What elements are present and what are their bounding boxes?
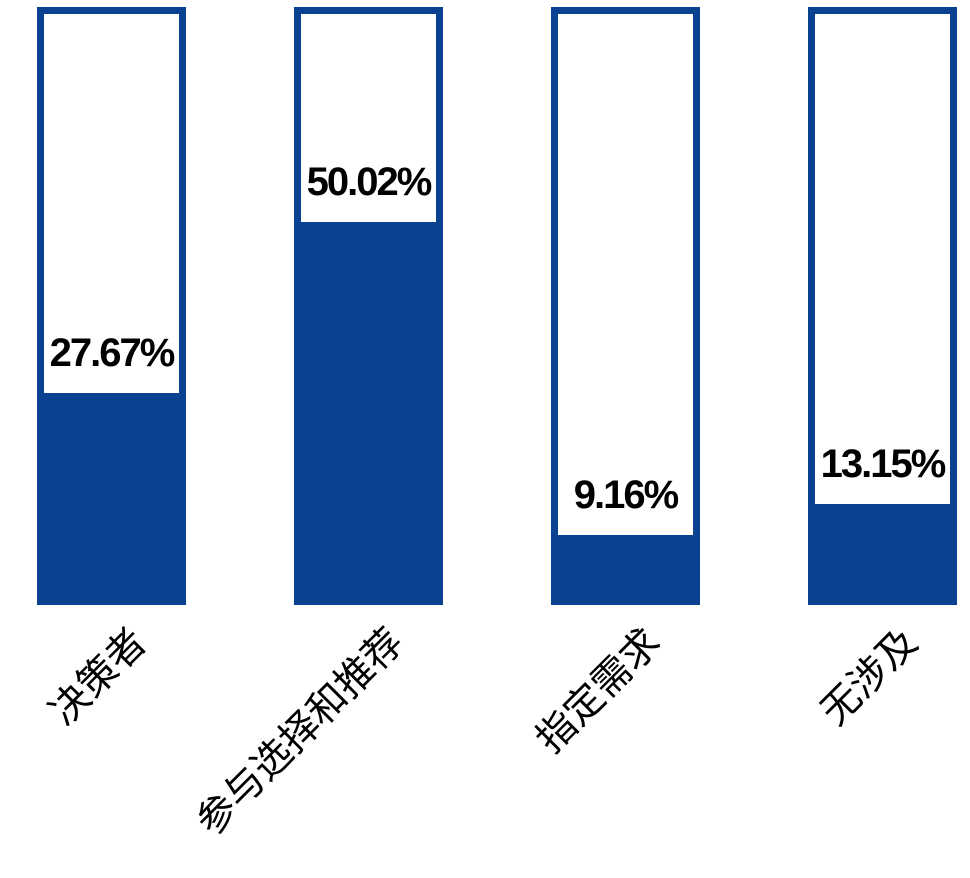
bar-decision-maker: 27.67% [37,7,186,605]
bar-value-label: 27.67% [49,331,176,375]
category-label-participate-select-recommend: 参与选择和推荐 [188,620,412,845]
bar-fill [37,393,186,605]
bar-value-label: 13.15% [820,442,947,486]
bar-value-label: 9.16% [573,473,679,517]
bar-fill [551,535,700,605]
category-label-not-involved: 无涉及 [812,620,926,734]
bar-value-label: 50.02% [306,160,433,204]
bar-fill [808,504,957,605]
bar-fill [294,222,443,605]
bar-participate-select-recommend: 50.02% [294,7,443,605]
category-label-specify-requirements: 指定需求 [528,620,669,762]
category-label-decision-maker: 决策者 [41,620,155,734]
bar-not-involved: 13.15% [808,7,957,605]
bar-specify-requirements: 9.16% [551,7,700,605]
